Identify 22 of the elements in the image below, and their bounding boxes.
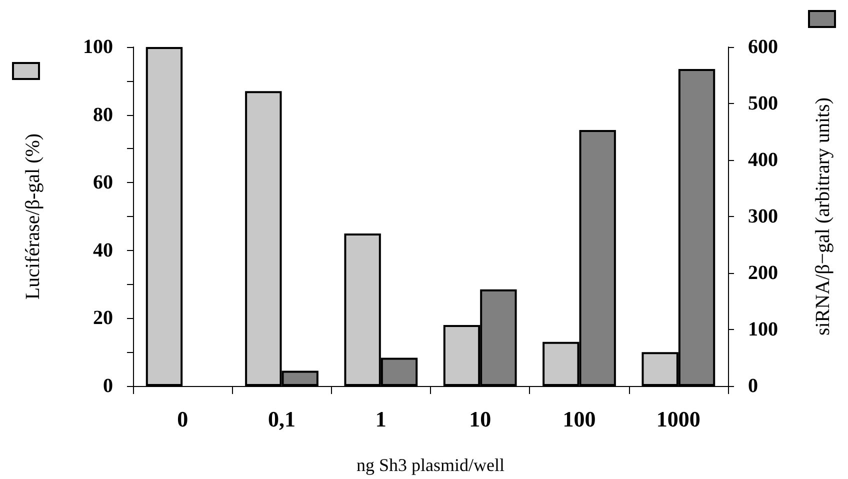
- x-tick-label: 10: [469, 406, 492, 432]
- x-tick-label: 0,1: [268, 406, 296, 432]
- y-tick-label: 60: [93, 172, 113, 194]
- y2-tick-label: 600: [748, 36, 778, 58]
- y2-axis-title: siRNA/β−gal (arbitrary units): [812, 97, 834, 336]
- y-tick-label: 20: [93, 307, 113, 330]
- x-tick-label: 1000: [656, 406, 700, 432]
- x-tick-label: 1: [375, 406, 386, 432]
- y2-tick-label: 0: [748, 375, 758, 397]
- y2-tick-label: 100: [748, 318, 778, 340]
- y2-tick-label: 500: [748, 92, 778, 114]
- x-axis-title: ng Sh3 plasmid/well: [356, 455, 504, 475]
- y2-tick-label: 200: [748, 262, 778, 284]
- y-axis-title: Luciférase/β-gal (%): [22, 133, 44, 300]
- y-tick-label: 80: [93, 104, 113, 126]
- y2-tick-label: 300: [748, 206, 778, 228]
- y-tick-label: 100: [83, 36, 113, 58]
- y-tick-label: 0: [103, 375, 113, 397]
- x-tick-label: 0: [177, 406, 188, 432]
- y2-tick-label: 400: [748, 149, 778, 171]
- y-tick-label: 40: [93, 239, 113, 262]
- x-tick-label: 100: [562, 406, 596, 432]
